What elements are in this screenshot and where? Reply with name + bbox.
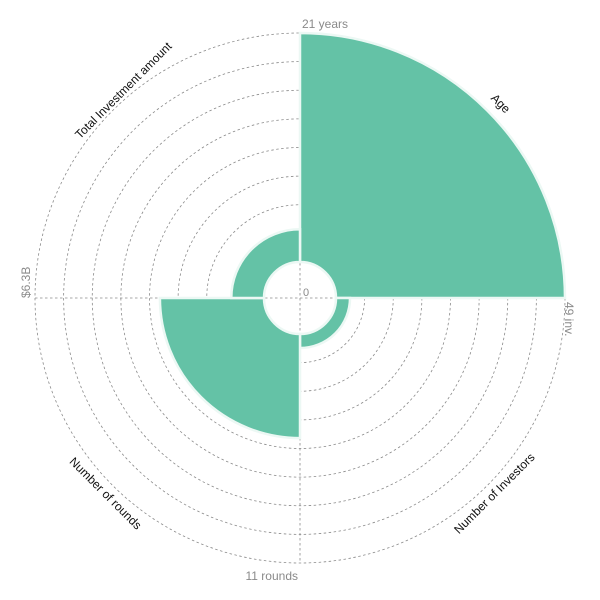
max-label-rounds: 11 rounds xyxy=(246,569,298,583)
category-label-investment: Total Investment amount xyxy=(72,39,175,142)
chart-sectors xyxy=(158,31,567,440)
category-label-investors: Number of Investors xyxy=(451,450,537,536)
sector-number-of-rounds xyxy=(158,296,302,440)
chart-labels: 21 years 49 inv. 11 rounds $6.3B 0 Age N… xyxy=(19,17,576,583)
sector-total-investment-amount xyxy=(230,228,302,300)
category-label-rounds: Number of rounds xyxy=(67,455,145,533)
max-label-age: 21 years xyxy=(302,17,348,31)
max-label-investors: 49 inv. xyxy=(562,302,576,336)
category-label-age: Age xyxy=(488,91,513,116)
zero-label: 0 xyxy=(303,287,309,299)
sector-number-of-investors xyxy=(298,296,352,350)
sector-age xyxy=(298,31,567,300)
max-label-investment: $6.3B xyxy=(19,267,33,298)
